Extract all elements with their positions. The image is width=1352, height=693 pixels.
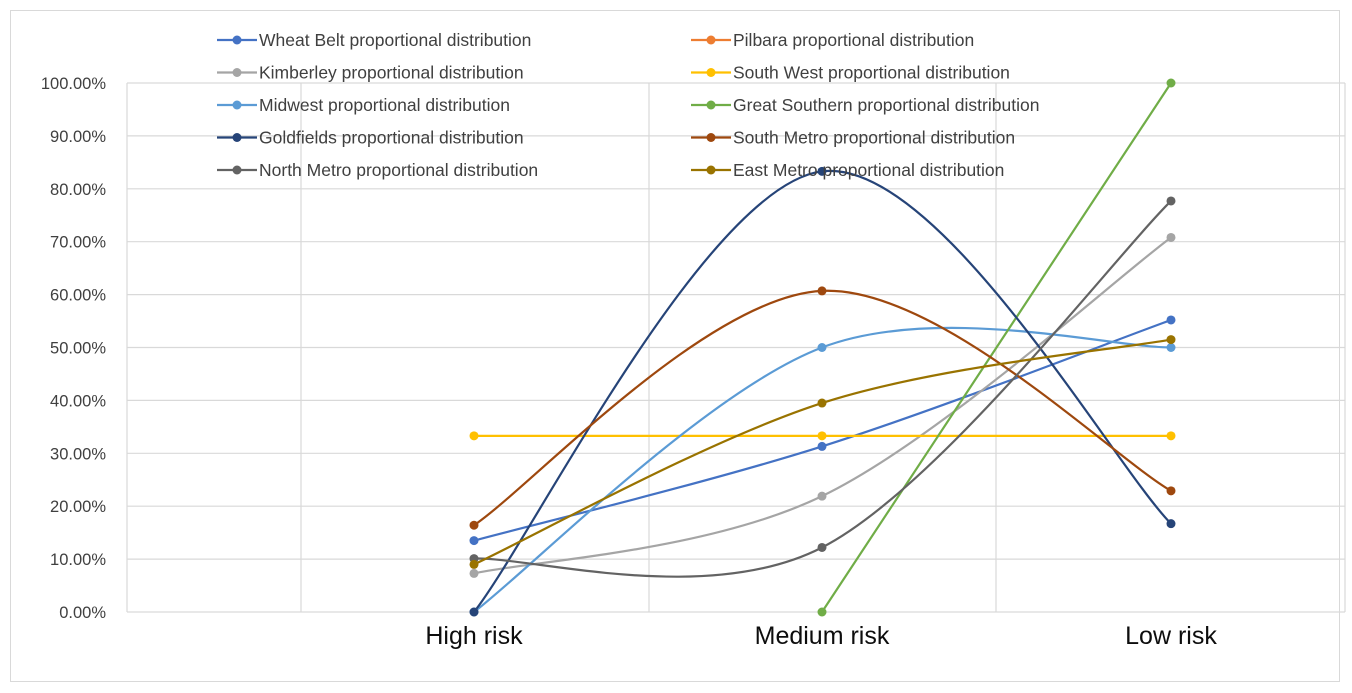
legend-swatch-marker [706,68,716,77]
legend-item-great-southern-proportional-distribution: Great Southern proportional distribution [691,95,1039,115]
legend-label: East Metro proportional distribution [733,160,1004,180]
legend-label: North Metro proportional distribution [259,160,538,180]
data-point-goldfields-proportional-distribution [469,607,479,617]
legend-label: South West proportional distribution [733,63,1010,83]
legend-swatch-marker [706,165,716,175]
chart-area [10,10,1340,682]
legend-swatch-marker [232,165,242,175]
y-tick-label: 60.00% [50,287,106,305]
data-point-east-metro-proportional-distribution [817,398,827,408]
data-point-east-metro-proportional-distribution [469,559,479,569]
y-tick-label: 70.00% [50,234,106,252]
x-tick-label: Medium risk [755,622,890,650]
data-point-south-west-proportional-distribution [469,431,479,441]
y-tick-label: 50.00% [50,340,106,358]
legend-item-north-metro-proportional-distribution: North Metro proportional distribution [217,160,538,180]
series-line-east-metro-proportional-distribution [473,338,1172,566]
legend-label: Goldfields proportional distribution [259,128,524,148]
gridlines [126,82,1346,613]
data-point-goldfields-proportional-distribution [1166,519,1176,529]
legend-swatch-marker [232,133,242,142]
data-point-east-metro-proportional-distribution [1166,335,1176,345]
y-tick-label: 20.00% [50,498,106,516]
data-point-great-southern-proportional-distribution [817,607,827,617]
data-point-kimberley-proportional-distribution [469,568,479,578]
data-point-great-southern-proportional-distribution [1166,78,1176,88]
y-tick-label: 30.00% [50,445,106,463]
legend-item-east-metro-proportional-distribution: East Metro proportional distribution [691,160,1004,180]
legend-swatch-marker [232,100,242,110]
data-point-wheat-belt-proportional-distribution [469,536,479,546]
legend-label: Kimberley proportional distribution [259,63,524,83]
series-line-south-metro-proportional-distribution [473,289,1172,527]
series-line-north-metro-proportional-distribution [473,200,1172,578]
legend-item-goldfields-proportional-distribution: Goldfields proportional distribution [217,128,524,148]
legend-item-south-west-proportional-distribution: South West proportional distribution [691,63,1010,83]
data-point-south-metro-proportional-distribution [1166,486,1176,496]
legend-swatch-marker [706,35,716,45]
data-point-south-metro-proportional-distribution [817,286,827,296]
legend-label: Wheat Belt proportional distribution [259,30,531,50]
y-tick-label: 100.00% [41,75,106,93]
data-point-north-metro-proportional-distribution [1166,196,1176,206]
data-point-wheat-belt-proportional-distribution [1166,315,1176,325]
y-tick-label: 10.00% [50,551,106,569]
legend-item-wheat-belt-proportional-distribution: Wheat Belt proportional distribution [217,30,531,50]
data-point-midwest-proportional-distribution [1166,343,1176,352]
y-tick-label: 90.00% [50,128,106,146]
legend: Wheat Belt proportional distribution Pilb… [217,30,1039,180]
legend-label: Pilbara proportional distribution [733,30,974,50]
series-line-great-southern-proportional-distribution [821,82,1172,613]
legend-swatch-marker [232,68,242,77]
legend-item-kimberley-proportional-distribution: Kimberley proportional distribution [217,63,524,83]
series-markers [469,78,1176,617]
x-axis-tick-labels: High risk Medium risk Low risk [425,622,1217,650]
y-tick-label: 80.00% [50,181,106,199]
legend-swatch-marker [706,133,716,142]
legend-item-midwest-proportional-distribution: Midwest proportional distribution [217,95,510,115]
data-point-north-metro-proportional-distribution [817,542,827,552]
x-tick-label: Low risk [1125,622,1217,650]
legend-item-south-metro-proportional-distribution: South Metro proportional distribution [691,128,1015,148]
legend-label: Midwest proportional distribution [259,95,510,115]
series-line-wheat-belt-proportional-distribution [473,318,1172,542]
legend-swatch-marker [232,35,242,45]
y-tick-label: 40.00% [50,392,106,410]
y-axis-tick-labels: 0.00% 10.00% 20.00% 30.00% 40.00% 50.00% 60.00… [41,75,106,622]
data-point-kimberley-proportional-distribution [1166,232,1176,242]
legend-label: South Metro proportional distribution [733,128,1015,148]
data-point-wheat-belt-proportional-distribution [817,441,827,451]
x-tick-label: High risk [425,622,523,650]
legend-swatch-marker [706,100,716,110]
data-point-south-metro-proportional-distribution [469,520,479,530]
data-point-kimberley-proportional-distribution [817,491,827,501]
data-point-goldfields-proportional-distribution [817,166,827,176]
data-point-south-west-proportional-distribution [1166,431,1176,441]
y-tick-label: 0.00% [59,604,106,622]
data-point-midwest-proportional-distribution [817,343,827,352]
data-point-south-west-proportional-distribution [817,431,827,441]
legend-item-pilbara-proportional-distribution: Pilbara proportional distribution [691,30,974,50]
legend-label: Great Southern proportional distribution [733,95,1039,115]
